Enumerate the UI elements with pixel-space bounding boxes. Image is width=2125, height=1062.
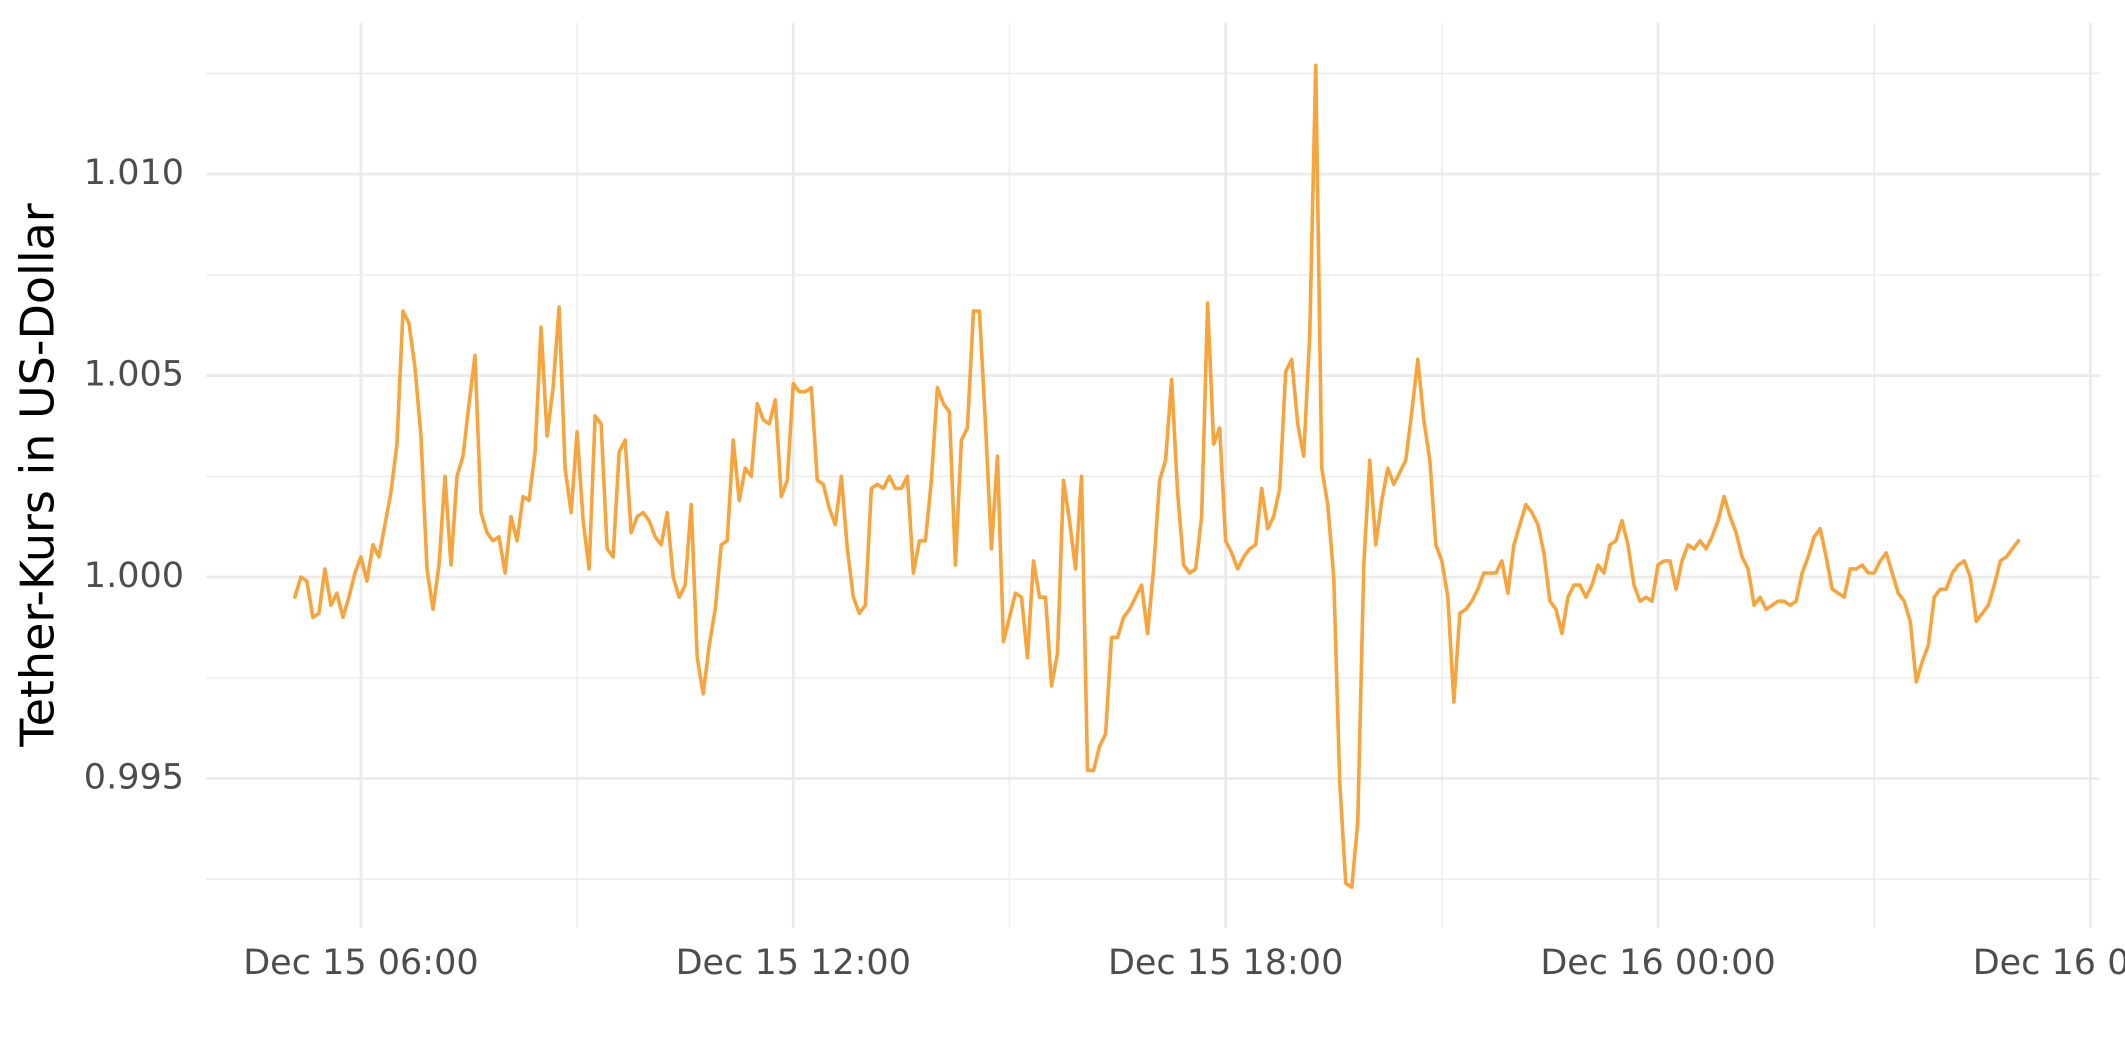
y-tick-label: 1.005 [84, 355, 184, 395]
y-tick-label: 1.000 [84, 556, 184, 596]
y-axis-title: Tether-Kurs in US-Dollar [11, 203, 65, 748]
x-tick-label: Dec 16 06:00 [1973, 943, 2125, 983]
x-tick-label: Dec 15 12:00 [676, 943, 911, 983]
grid [206, 23, 2100, 928]
x-tick-label: Dec 15 18:00 [1108, 943, 1343, 983]
x-tick-label: Dec 16 00:00 [1540, 943, 1775, 983]
data-line [293, 63, 2021, 890]
y-tick-label: 0.995 [84, 758, 184, 798]
plot-area [293, 63, 2021, 890]
y-tick-label: 1.010 [84, 153, 184, 193]
x-tick-label: Dec 15 06:00 [243, 943, 478, 983]
axis-labels: 0.995 1.000 1.005 1.010 Dec 15 06:00 Dec 15 1… [84, 153, 2125, 983]
